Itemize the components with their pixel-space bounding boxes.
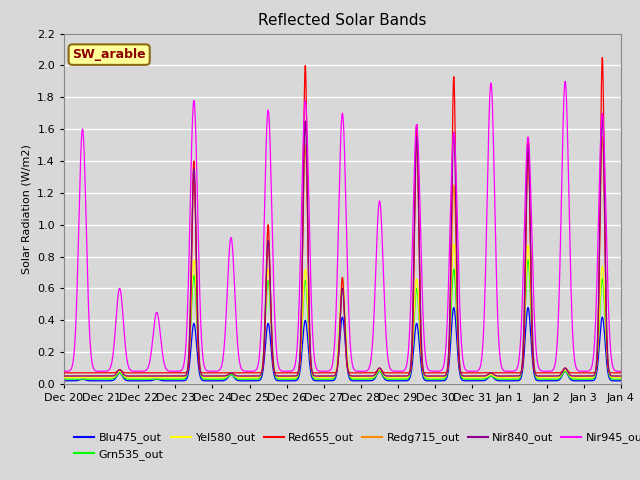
Redg715_out bbox=[467, 373, 475, 379]
Yel580_out bbox=[160, 375, 168, 381]
Grn535_out bbox=[322, 376, 330, 382]
Red655_out bbox=[322, 370, 330, 376]
Yel580_out bbox=[499, 375, 507, 381]
Nir840_out bbox=[436, 373, 444, 379]
Redg715_out bbox=[60, 373, 68, 379]
Nir945_out bbox=[322, 368, 330, 374]
Yel580_out bbox=[322, 375, 330, 381]
Blu475_out bbox=[322, 378, 330, 384]
Yel580_out bbox=[60, 375, 68, 381]
Yel580_out bbox=[616, 375, 624, 381]
Nir945_out bbox=[161, 360, 168, 366]
Grn535_out bbox=[524, 257, 532, 263]
Redg715_out bbox=[160, 373, 168, 379]
Nir840_out bbox=[617, 373, 625, 379]
Nir945_out bbox=[467, 368, 475, 374]
Redg715_out bbox=[436, 373, 444, 379]
Red655_out bbox=[60, 370, 68, 376]
Red655_out bbox=[616, 370, 624, 376]
Line: Yel580_out: Yel580_out bbox=[64, 244, 621, 378]
Yel580_out bbox=[617, 375, 625, 381]
Redg715_out bbox=[499, 373, 506, 379]
Grn535_out bbox=[617, 376, 625, 382]
Grn535_out bbox=[616, 376, 624, 382]
Blu475_out bbox=[616, 378, 624, 384]
Grn535_out bbox=[436, 376, 444, 382]
Nir840_out bbox=[616, 373, 624, 379]
Legend: Blu475_out, Grn535_out, Yel580_out, Red655_out, Redg715_out, Nir840_out, Nir945_: Blu475_out, Grn535_out, Yel580_out, Red6… bbox=[70, 428, 640, 464]
Nir945_out bbox=[499, 367, 507, 372]
Grn535_out bbox=[160, 376, 168, 382]
Nir945_out bbox=[60, 368, 68, 374]
Text: SW_arable: SW_arable bbox=[72, 48, 146, 61]
Red655_out bbox=[436, 370, 444, 376]
Blu475_out bbox=[617, 378, 625, 384]
Line: Red655_out: Red655_out bbox=[64, 58, 621, 373]
Nir840_out bbox=[467, 373, 475, 379]
Grn535_out bbox=[499, 376, 506, 382]
Blu475_out bbox=[467, 378, 475, 384]
Line: Blu475_out: Blu475_out bbox=[64, 308, 621, 381]
Redg715_out bbox=[322, 373, 330, 379]
Blu475_out bbox=[160, 378, 168, 384]
Line: Redg715_out: Redg715_out bbox=[64, 137, 621, 376]
Nir840_out bbox=[60, 373, 68, 379]
Line: Nir840_out: Nir840_out bbox=[64, 117, 621, 376]
Yel580_out bbox=[467, 375, 475, 381]
Redg715_out bbox=[617, 373, 625, 379]
Nir945_out bbox=[617, 368, 625, 374]
Nir840_out bbox=[322, 373, 330, 379]
Blu475_out bbox=[60, 378, 68, 384]
Nir945_out bbox=[134, 368, 142, 374]
Blu475_out bbox=[436, 378, 444, 384]
Red655_out bbox=[617, 370, 625, 376]
Nir840_out bbox=[160, 373, 168, 379]
Nir945_out bbox=[561, 79, 569, 84]
Y-axis label: Solar Radiation (W/m2): Solar Radiation (W/m2) bbox=[22, 144, 31, 274]
Redg715_out bbox=[616, 373, 624, 379]
Nir840_out bbox=[598, 114, 606, 120]
Red655_out bbox=[467, 370, 475, 376]
Nir945_out bbox=[436, 368, 444, 374]
Line: Grn535_out: Grn535_out bbox=[64, 260, 621, 379]
Blu475_out bbox=[450, 305, 458, 311]
Blu475_out bbox=[499, 378, 507, 384]
Red655_out bbox=[160, 370, 168, 376]
Redg715_out bbox=[598, 134, 606, 140]
Red655_out bbox=[598, 55, 606, 60]
Yel580_out bbox=[450, 241, 458, 247]
Title: Reflected Solar Bands: Reflected Solar Bands bbox=[258, 13, 427, 28]
Grn535_out bbox=[60, 376, 68, 382]
Red655_out bbox=[499, 370, 506, 376]
Nir945_out bbox=[616, 368, 624, 374]
Line: Nir945_out: Nir945_out bbox=[64, 82, 621, 371]
Grn535_out bbox=[467, 376, 475, 382]
Yel580_out bbox=[436, 375, 444, 381]
Nir840_out bbox=[499, 373, 506, 379]
